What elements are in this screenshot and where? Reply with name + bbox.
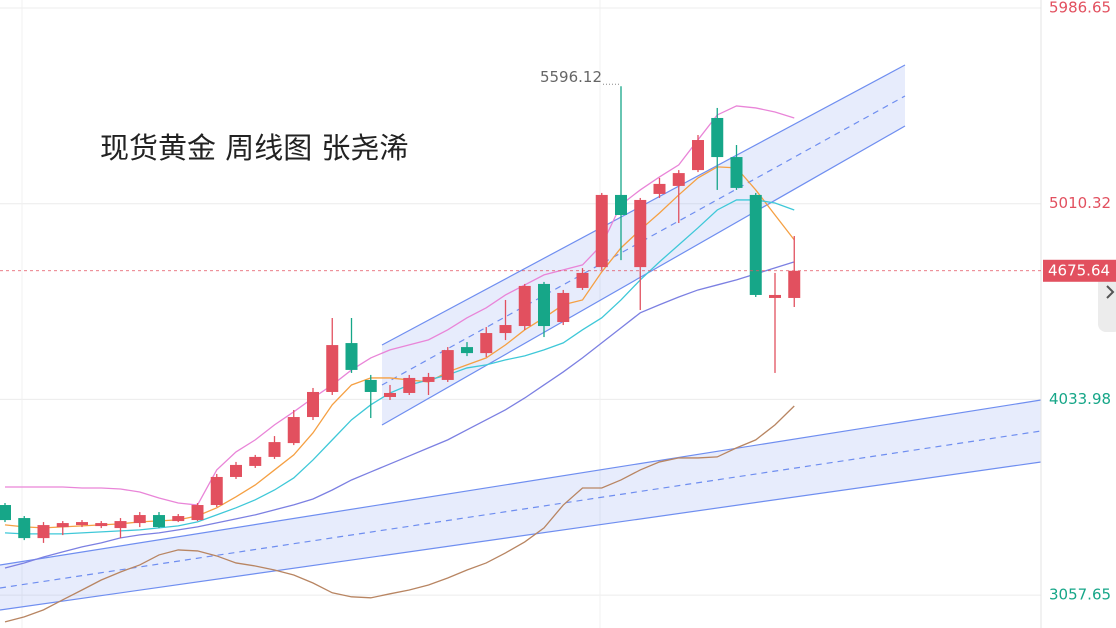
- candle-body: [461, 347, 473, 354]
- candle-body: [711, 117, 724, 158]
- candle-body: [769, 294, 781, 298]
- candle-body: [364, 379, 377, 392]
- candle-body: [133, 515, 146, 524]
- last-price-box: [1043, 259, 1116, 282]
- candle-body: [403, 377, 416, 393]
- candle-body: [615, 194, 627, 215]
- y-tick-label: 5010.32: [1049, 194, 1111, 212]
- candle-body: [37, 525, 50, 539]
- candle-body: [384, 392, 396, 397]
- indicator-line: [4, 261, 795, 569]
- candle-body: [191, 505, 204, 521]
- last-price-label: 4675.64: [1048, 261, 1110, 279]
- candle-body: [441, 350, 454, 380]
- candle-body: [595, 194, 608, 268]
- candle-body: [576, 272, 589, 288]
- y-tick-label: 4033.98: [1049, 390, 1111, 408]
- candle-body: [518, 285, 531, 327]
- chart-title: 现货黄金 周线图 张尧浠: [100, 131, 408, 165]
- candle-body: [249, 456, 262, 466]
- candle-body: [0, 505, 11, 521]
- indicator-line: [5, 105, 795, 506]
- indicator-line: [4, 199, 795, 535]
- high-annotation: 5596.12: [540, 68, 602, 86]
- candle-body: [788, 270, 801, 298]
- candle-body: [634, 199, 647, 268]
- candle-body: [499, 325, 512, 334]
- candle-body: [749, 194, 762, 295]
- grid-layer: [0, 7, 1041, 596]
- candle-body: [692, 140, 704, 171]
- candle-body: [538, 283, 550, 327]
- side-toggle[interactable]: [1098, 268, 1116, 332]
- candle-body: [210, 476, 223, 506]
- candle-body: [557, 292, 570, 323]
- candle-body: [153, 515, 165, 528]
- candle-body: [326, 345, 339, 392]
- candle-body: [56, 523, 69, 528]
- candle-body: [345, 343, 358, 370]
- candle-body: [230, 464, 242, 477]
- candle-body: [422, 376, 435, 382]
- candle-body: [730, 157, 743, 188]
- y-tick-label: 3057.65: [1049, 586, 1111, 604]
- candle-body: [268, 442, 281, 457]
- y-tick-label: 5986.65: [1049, 0, 1111, 16]
- candle-body: [76, 522, 88, 526]
- candle-body: [95, 523, 108, 527]
- candle-body: [307, 391, 319, 418]
- candle-body: [18, 518, 31, 539]
- indicator-line: [4, 405, 795, 623]
- candle-body: [480, 333, 493, 354]
- candle-body: [172, 516, 185, 522]
- trend-channel-lower: [0, 399, 1042, 611]
- candle-body: [672, 173, 685, 186]
- candle-body: [287, 417, 300, 444]
- candle-body: [653, 183, 666, 194]
- candle-body: [114, 521, 127, 529]
